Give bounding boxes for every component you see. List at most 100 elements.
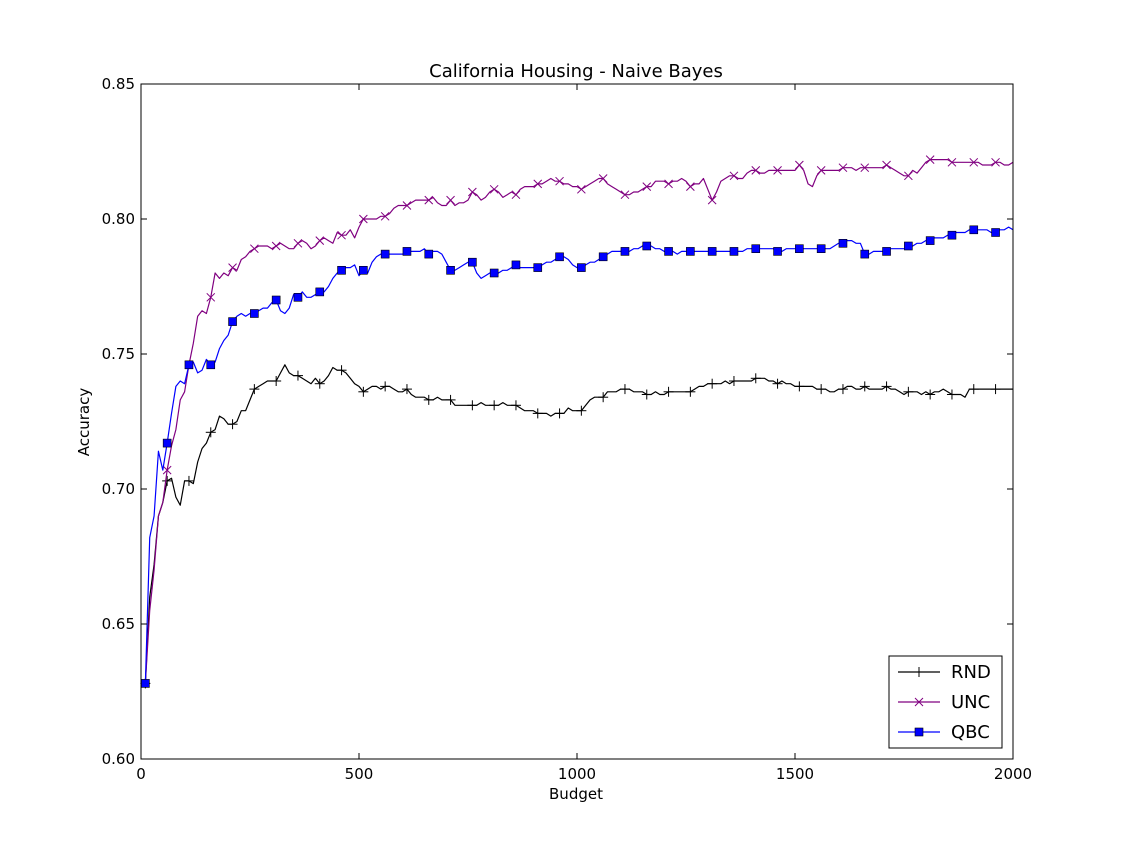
x-axis-label: Budget xyxy=(549,785,603,803)
series-layer xyxy=(140,155,1014,689)
data-point-qbc xyxy=(773,247,782,256)
data-point-unc xyxy=(904,171,913,181)
data-point-rnd xyxy=(271,376,282,386)
data-point-rnd xyxy=(532,408,543,419)
y-tick-label: 0.80 xyxy=(102,210,135,228)
data-point-rnd xyxy=(816,384,827,395)
data-point-rnd xyxy=(881,381,892,392)
data-point-rnd xyxy=(750,373,761,384)
data-point-qbc xyxy=(882,247,891,256)
data-point-rnd xyxy=(183,475,194,486)
data-point-qbc xyxy=(664,247,673,256)
data-point-rnd xyxy=(314,378,325,389)
data-point-qbc xyxy=(838,239,848,248)
legend-entries: RND UNC QBC xyxy=(898,662,991,743)
legend: RND UNC QBC xyxy=(888,655,1003,749)
data-point-rnd xyxy=(162,475,173,486)
data-point-rnd xyxy=(227,419,238,430)
data-point-qbc xyxy=(686,247,695,256)
data-point-unc xyxy=(402,201,412,210)
y-tick-label: 0.75 xyxy=(102,345,135,363)
data-point-rnd xyxy=(205,427,216,438)
data-point-qbc xyxy=(969,225,979,235)
y-tick-label: 0.70 xyxy=(102,480,135,498)
data-point-unc xyxy=(860,163,870,173)
data-point-qbc xyxy=(337,265,346,275)
data-point-unc xyxy=(533,179,543,189)
data-point-qbc xyxy=(555,252,564,262)
series-unc xyxy=(141,155,1014,688)
data-point-rnd xyxy=(707,378,718,389)
data-point-qbc xyxy=(729,247,739,256)
data-point-unc xyxy=(947,157,957,167)
data-point-rnd xyxy=(772,378,783,389)
data-point-rnd xyxy=(423,394,434,405)
data-point-unc xyxy=(228,263,237,272)
x-tick-label: 500 xyxy=(345,765,374,783)
legend-marker xyxy=(914,727,924,737)
data-point-rnd xyxy=(336,365,347,376)
data-point-qbc xyxy=(468,257,477,267)
series-qbc xyxy=(141,225,1014,688)
data-point-qbc xyxy=(271,295,281,305)
data-point-unc xyxy=(577,184,586,194)
data-point-unc xyxy=(620,190,630,200)
data-point-unc xyxy=(489,184,499,194)
data-point-unc xyxy=(446,195,455,205)
data-point-rnd xyxy=(510,400,521,411)
data-point-rnd xyxy=(837,384,848,395)
data-point-unc xyxy=(686,182,695,191)
data-point-qbc xyxy=(751,244,761,253)
data-point-rnd xyxy=(968,384,979,395)
data-point-unc xyxy=(468,187,477,197)
y-tick-label: 0.85 xyxy=(102,75,135,93)
chart-title: California Housing - Naive Bayes xyxy=(429,61,723,82)
x-tick-label: 2000 xyxy=(994,765,1032,783)
data-point-unc xyxy=(162,465,172,475)
data-point-qbc xyxy=(250,309,259,318)
data-point-qbc xyxy=(380,249,390,259)
data-point-rnd xyxy=(641,389,652,400)
data-point-qbc xyxy=(860,249,870,259)
data-point-rnd xyxy=(249,384,260,395)
data-point-unc xyxy=(925,155,935,164)
data-point-unc xyxy=(424,195,434,205)
x-tick-label: 0 xyxy=(136,765,146,783)
data-point-qbc xyxy=(315,287,325,297)
data-point-unc xyxy=(271,241,281,251)
data-point-unc xyxy=(380,211,390,221)
data-point-unc xyxy=(816,166,826,175)
data-point-qbc xyxy=(577,263,586,272)
ticks-layer: 0 500 1000 1500 2000 0.60 0.65 0.70 0.75 0.80 0.85 xyxy=(102,75,1033,783)
data-point-unc xyxy=(751,166,761,175)
legend-entry-unc: UNC xyxy=(898,692,990,713)
data-point-qbc xyxy=(424,249,434,259)
data-point-unc xyxy=(773,166,782,175)
data-point-qbc xyxy=(620,247,630,256)
data-point-qbc xyxy=(446,265,455,275)
data-point-qbc xyxy=(359,265,368,275)
data-point-qbc xyxy=(489,268,499,278)
data-point-qbc xyxy=(947,230,957,240)
data-point-rnd xyxy=(358,386,369,397)
data-point-unc xyxy=(969,157,979,167)
x-tick-label: 1000 xyxy=(558,765,596,783)
data-point-unc xyxy=(642,182,652,191)
data-point-unc xyxy=(293,238,303,248)
data-point-qbc xyxy=(925,236,935,245)
data-point-rnd xyxy=(990,384,1001,395)
series-rnd xyxy=(140,364,1013,689)
data-point-qbc xyxy=(991,228,1000,237)
legend-label: UNC xyxy=(951,692,990,713)
data-point-rnd xyxy=(859,381,870,392)
data-point-qbc xyxy=(228,317,237,326)
data-point-rnd xyxy=(576,405,587,416)
data-point-unc xyxy=(729,171,739,181)
data-point-rnd xyxy=(685,386,696,397)
data-point-qbc xyxy=(533,263,543,272)
legend-entry-rnd: RND xyxy=(898,662,991,683)
data-point-qbc xyxy=(795,244,804,253)
legend-marker xyxy=(914,697,924,707)
data-point-rnd xyxy=(946,389,957,400)
